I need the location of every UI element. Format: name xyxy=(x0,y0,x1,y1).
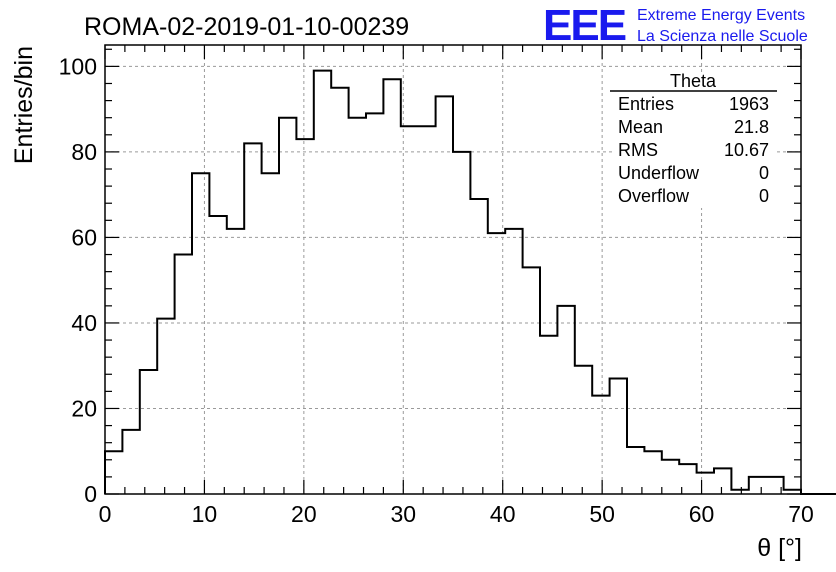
stats-row-label: Underflow xyxy=(618,163,700,183)
x-tick-label: 40 xyxy=(490,501,516,527)
x-tick-label: 20 xyxy=(291,501,317,527)
stats-row-label: RMS xyxy=(618,140,658,160)
stats-row-value: 10.67 xyxy=(724,140,769,160)
histogram-line xyxy=(104,69,836,495)
y-tick-labels: 0 20 40 60 80 100 xyxy=(59,53,97,507)
x-tick-labels: 0 10 20 30 40 50 60 70 xyxy=(99,501,814,527)
stats-row-label: Mean xyxy=(618,117,663,137)
stats-row-value: 21.8 xyxy=(734,117,769,137)
x-tick-label: 0 xyxy=(99,501,112,527)
stats-box: Theta Entries 1963 Mean 21.8 RMS 10.67 Underfl… xyxy=(610,71,777,208)
stats-row-value: 0 xyxy=(759,163,769,183)
logo-line-2: La Scienza nelle Scuole xyxy=(637,28,808,45)
stats-row-label: Entries xyxy=(618,94,674,114)
eee-logo: EEE Extreme Energy Events La Scienza nel… xyxy=(543,1,808,50)
y-axis-title: Entries/bin xyxy=(10,46,38,164)
x-axis-title: θ [°] xyxy=(757,534,802,562)
logo-line-1: Extreme Energy Events xyxy=(637,7,805,24)
logo-letters: EEE xyxy=(543,1,626,50)
stats-row-value: 0 xyxy=(759,186,769,206)
y-tick-label: 100 xyxy=(59,53,97,79)
x-tick-label: 60 xyxy=(689,501,715,527)
x-tick-label: 30 xyxy=(390,501,416,527)
y-tick-label: 40 xyxy=(71,310,97,336)
x-tick-label: 10 xyxy=(192,501,218,527)
y-tick-label: 0 xyxy=(84,481,97,507)
stats-row-label: Overflow xyxy=(618,186,690,206)
x-tick-label: 50 xyxy=(589,501,615,527)
y-tick-label: 20 xyxy=(71,395,97,421)
plot-frame xyxy=(104,44,802,495)
y-tick-label: 60 xyxy=(71,224,97,250)
stats-box-bg xyxy=(612,72,777,208)
chart-title: ROMA-02-2019-01-10-00239 xyxy=(84,13,409,41)
y-tick-label: 80 xyxy=(71,139,97,165)
stats-row-value: 1963 xyxy=(729,94,769,114)
stats-box-title: Theta xyxy=(670,71,717,91)
stats-rows: Entries 1963 Mean 21.8 RMS 10.67 Underflow 0 Ove… xyxy=(618,94,769,206)
x-tick-label: 70 xyxy=(788,501,814,527)
